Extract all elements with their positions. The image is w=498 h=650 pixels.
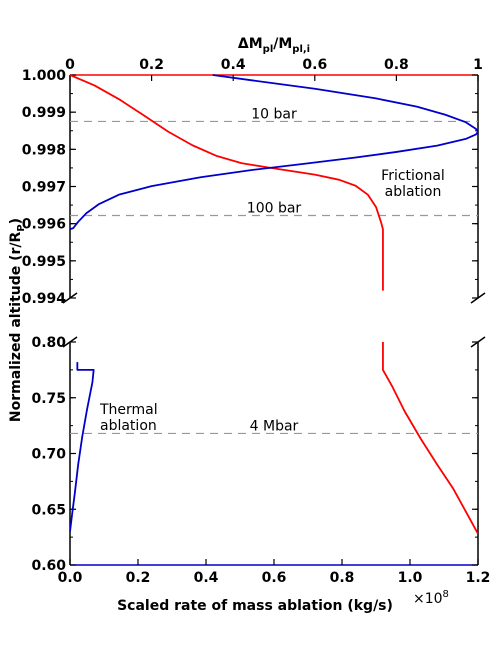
bottom-tick-label: 0.6 <box>262 570 287 586</box>
y-tick-label: 0.75 <box>31 391 66 407</box>
y-axis-title-label-main: Normalized altitude (r/R <box>8 231 24 422</box>
bottom-tick-label: 1.2 <box>466 570 491 586</box>
pressure-level-label: 100 bar <box>247 200 302 216</box>
bottom-tick-label: 1.0 <box>398 570 423 586</box>
top-tick-label: 0.2 <box>139 57 164 73</box>
series-2-line-upper <box>70 74 478 231</box>
top-tick-label: 1 <box>473 57 483 73</box>
top-axis-title-label-main: ΔM <box>238 36 263 52</box>
annotation-frictional-line2: ablation <box>385 184 442 200</box>
bottom-axis-multiplier: ×108 <box>413 589 449 607</box>
bottom-tick-label: 0.0 <box>58 570 83 586</box>
multiplier-exponent: 8 <box>443 589 449 600</box>
top-axis-title-label-sub2: pl,i <box>292 44 310 55</box>
top-axis-title: ΔMpl/Mpl,i <box>238 36 310 55</box>
multiplier-base: ×10 <box>413 591 443 607</box>
pressure-level-label: 4 Mbar <box>250 418 299 434</box>
y-tick-label: 0.60 <box>31 558 66 574</box>
series-1-line-lower <box>382 342 478 535</box>
y-tick-label: 0.999 <box>22 105 66 121</box>
annotation-thermal-line2: ablation <box>100 418 157 434</box>
top-tick-label: 0.4 <box>221 57 246 73</box>
bottom-tick-label: 0.4 <box>194 570 219 586</box>
y-tick-label: 0.996 <box>22 217 66 233</box>
bottom-tick-label: 0.8 <box>330 570 355 586</box>
y-tick-label: 0.70 <box>31 447 66 463</box>
y-axis-title-label-sub: P <box>16 224 27 231</box>
y-tick-label: 0.80 <box>31 335 66 351</box>
top-axis-title-label-mid: /M <box>273 36 292 52</box>
annotation-frictional-line1: Frictional <box>381 168 445 184</box>
pressure-level-label: 10 bar <box>251 106 297 122</box>
y-tick-label: 0.998 <box>22 142 66 158</box>
top-tick-label: 0 <box>65 57 75 73</box>
y-axis-title-label-close: ) <box>8 218 24 224</box>
bottom-axis-title: Scaled rate of mass ablation (kg/s) <box>117 598 393 614</box>
series-1-line-upper <box>70 74 384 291</box>
y-tick-label: 0.65 <box>31 502 66 518</box>
y-axis-title: Normalized altitude (r/RP) <box>8 218 27 422</box>
y-tick-label: 0.995 <box>22 254 66 270</box>
top-tick-label: 0.6 <box>302 57 327 73</box>
series-2-line-lower <box>70 362 95 532</box>
y-tick-label: 1.000 <box>22 68 67 84</box>
top-tick-label: 0.8 <box>384 57 409 73</box>
bottom-tick-label: 0.2 <box>126 570 151 586</box>
y-tick-label: 0.997 <box>22 180 66 196</box>
annotation-thermal-line1: Thermal <box>99 402 158 418</box>
top-axis-title-label-sub1: pl <box>263 44 274 55</box>
y-tick-label: 0.994 <box>22 291 67 307</box>
